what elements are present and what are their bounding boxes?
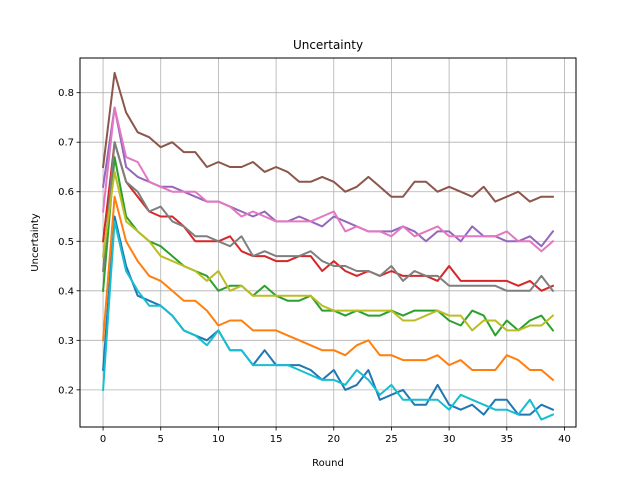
x-tick-label: 25 <box>385 434 398 445</box>
y-axis: 0.2 0.3 0.4 0.5 0.6 0.7 0.8 <box>58 88 80 396</box>
y-tick-label: 0.2 <box>58 385 74 396</box>
chart-title: Uncertainty <box>293 38 363 52</box>
series-line-4 <box>101 141 555 292</box>
grid <box>80 58 576 427</box>
y-tick-label: 0.6 <box>58 187 74 198</box>
x-tick-label: 5 <box>158 434 164 445</box>
series-line-9 <box>101 170 555 332</box>
y-axis-label: Uncertainty <box>30 213 41 272</box>
series-line-7 <box>101 106 555 253</box>
series-line-3 <box>102 156 555 337</box>
x-tick-label: 15 <box>270 434 283 445</box>
x-tick-label: 30 <box>443 434 456 445</box>
series-line-5 <box>101 106 555 248</box>
x-tick-label: 10 <box>212 434 225 445</box>
y-tick-label: 0.4 <box>58 286 74 297</box>
series-line-10 <box>102 220 555 421</box>
x-tick-label: 20 <box>327 434 340 445</box>
plot-frame <box>79 57 577 428</box>
y-tick-label: 0.3 <box>58 336 74 347</box>
x-tick-label: 35 <box>500 434 513 445</box>
series-line-8 <box>102 141 555 293</box>
y-tick-label: 0.7 <box>58 138 74 149</box>
x-axis-label: Round <box>312 458 344 469</box>
x-tick-label: 0 <box>100 434 106 445</box>
series-line-6 <box>101 71 554 203</box>
series-line-2 <box>102 195 555 382</box>
y-tick-label: 0.5 <box>58 237 74 248</box>
x-tick-label: 40 <box>558 434 571 445</box>
series-layer <box>101 71 555 421</box>
x-axis: 0 5 10 15 20 25 30 35 40 <box>100 427 571 445</box>
y-tick-label: 0.8 <box>58 88 74 99</box>
